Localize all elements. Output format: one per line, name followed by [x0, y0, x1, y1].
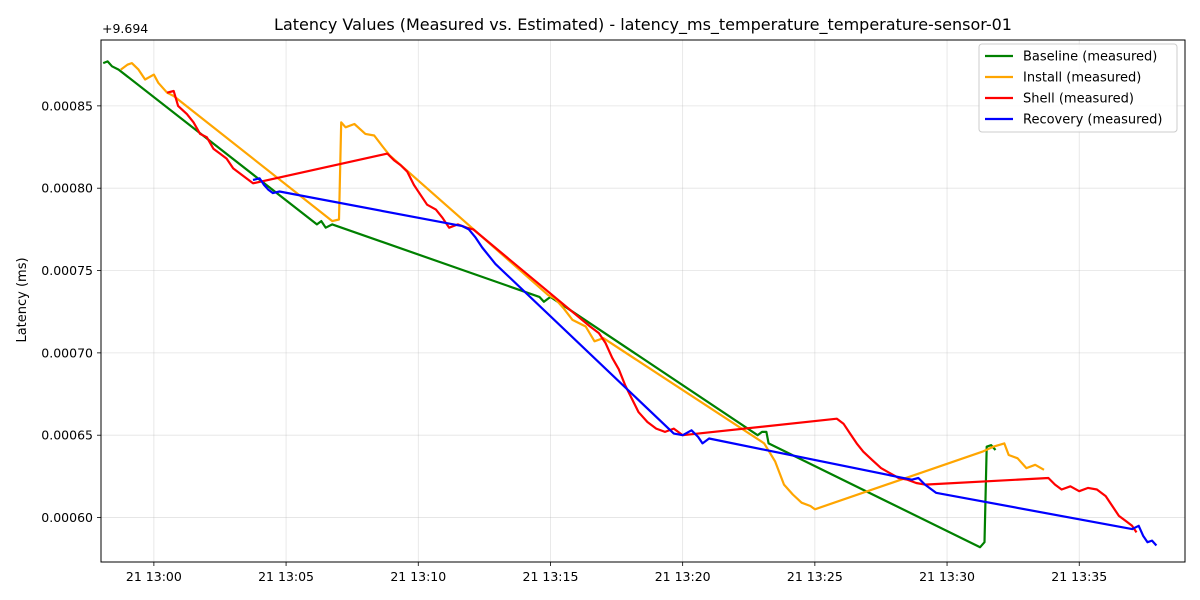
y-axis-label: Latency (ms) [15, 257, 30, 342]
x-tick-label: 21 13:35 [1051, 569, 1107, 584]
legend-label-1: Install (measured) [1023, 71, 1141, 86]
y-tick-label: 0.00065 [41, 428, 93, 443]
x-tick-label: 21 13:15 [523, 569, 579, 584]
y-tick-label: 0.00060 [41, 510, 93, 525]
y-offset-label: +9.694 [102, 21, 148, 36]
series-line-0 [102, 60, 997, 549]
x-tick-label: 21 13:05 [258, 569, 314, 584]
series-line-1 [120, 61, 1045, 511]
x-tick-label: 21 13:20 [655, 569, 711, 584]
y-tick-label: 0.00080 [41, 181, 93, 196]
legend-box [978, 43, 1178, 133]
series-line-3 [252, 177, 1158, 547]
x-tick-label: 21 13:00 [126, 569, 182, 584]
y-tick-label: 0.00085 [41, 98, 93, 113]
chart-title: Latency Values (Measured vs. Estimated) … [274, 15, 1012, 35]
axis-ticks: 21 13:00 21 13:05 21 13:10 21 13:15 21 13:20… [41, 98, 1107, 584]
legend: Baseline (measured) Install (measured) She… [978, 43, 1178, 133]
legend-label-0: Baseline (measured) [1023, 50, 1157, 65]
series-lines [102, 60, 1158, 549]
y-tick-label: 0.00075 [41, 263, 93, 278]
x-tick-label: 21 13:30 [919, 569, 975, 584]
y-tick-label: 0.00070 [41, 345, 93, 360]
series-line-2 [166, 89, 1138, 534]
x-tick-label: 21 13:25 [787, 569, 843, 584]
legend-label-2: Shell (measured) [1023, 92, 1134, 107]
x-tick-label: 21 13:10 [390, 569, 446, 584]
axes-frame [100, 39, 1186, 563]
legend-label-3: Recovery (measured) [1023, 113, 1163, 128]
